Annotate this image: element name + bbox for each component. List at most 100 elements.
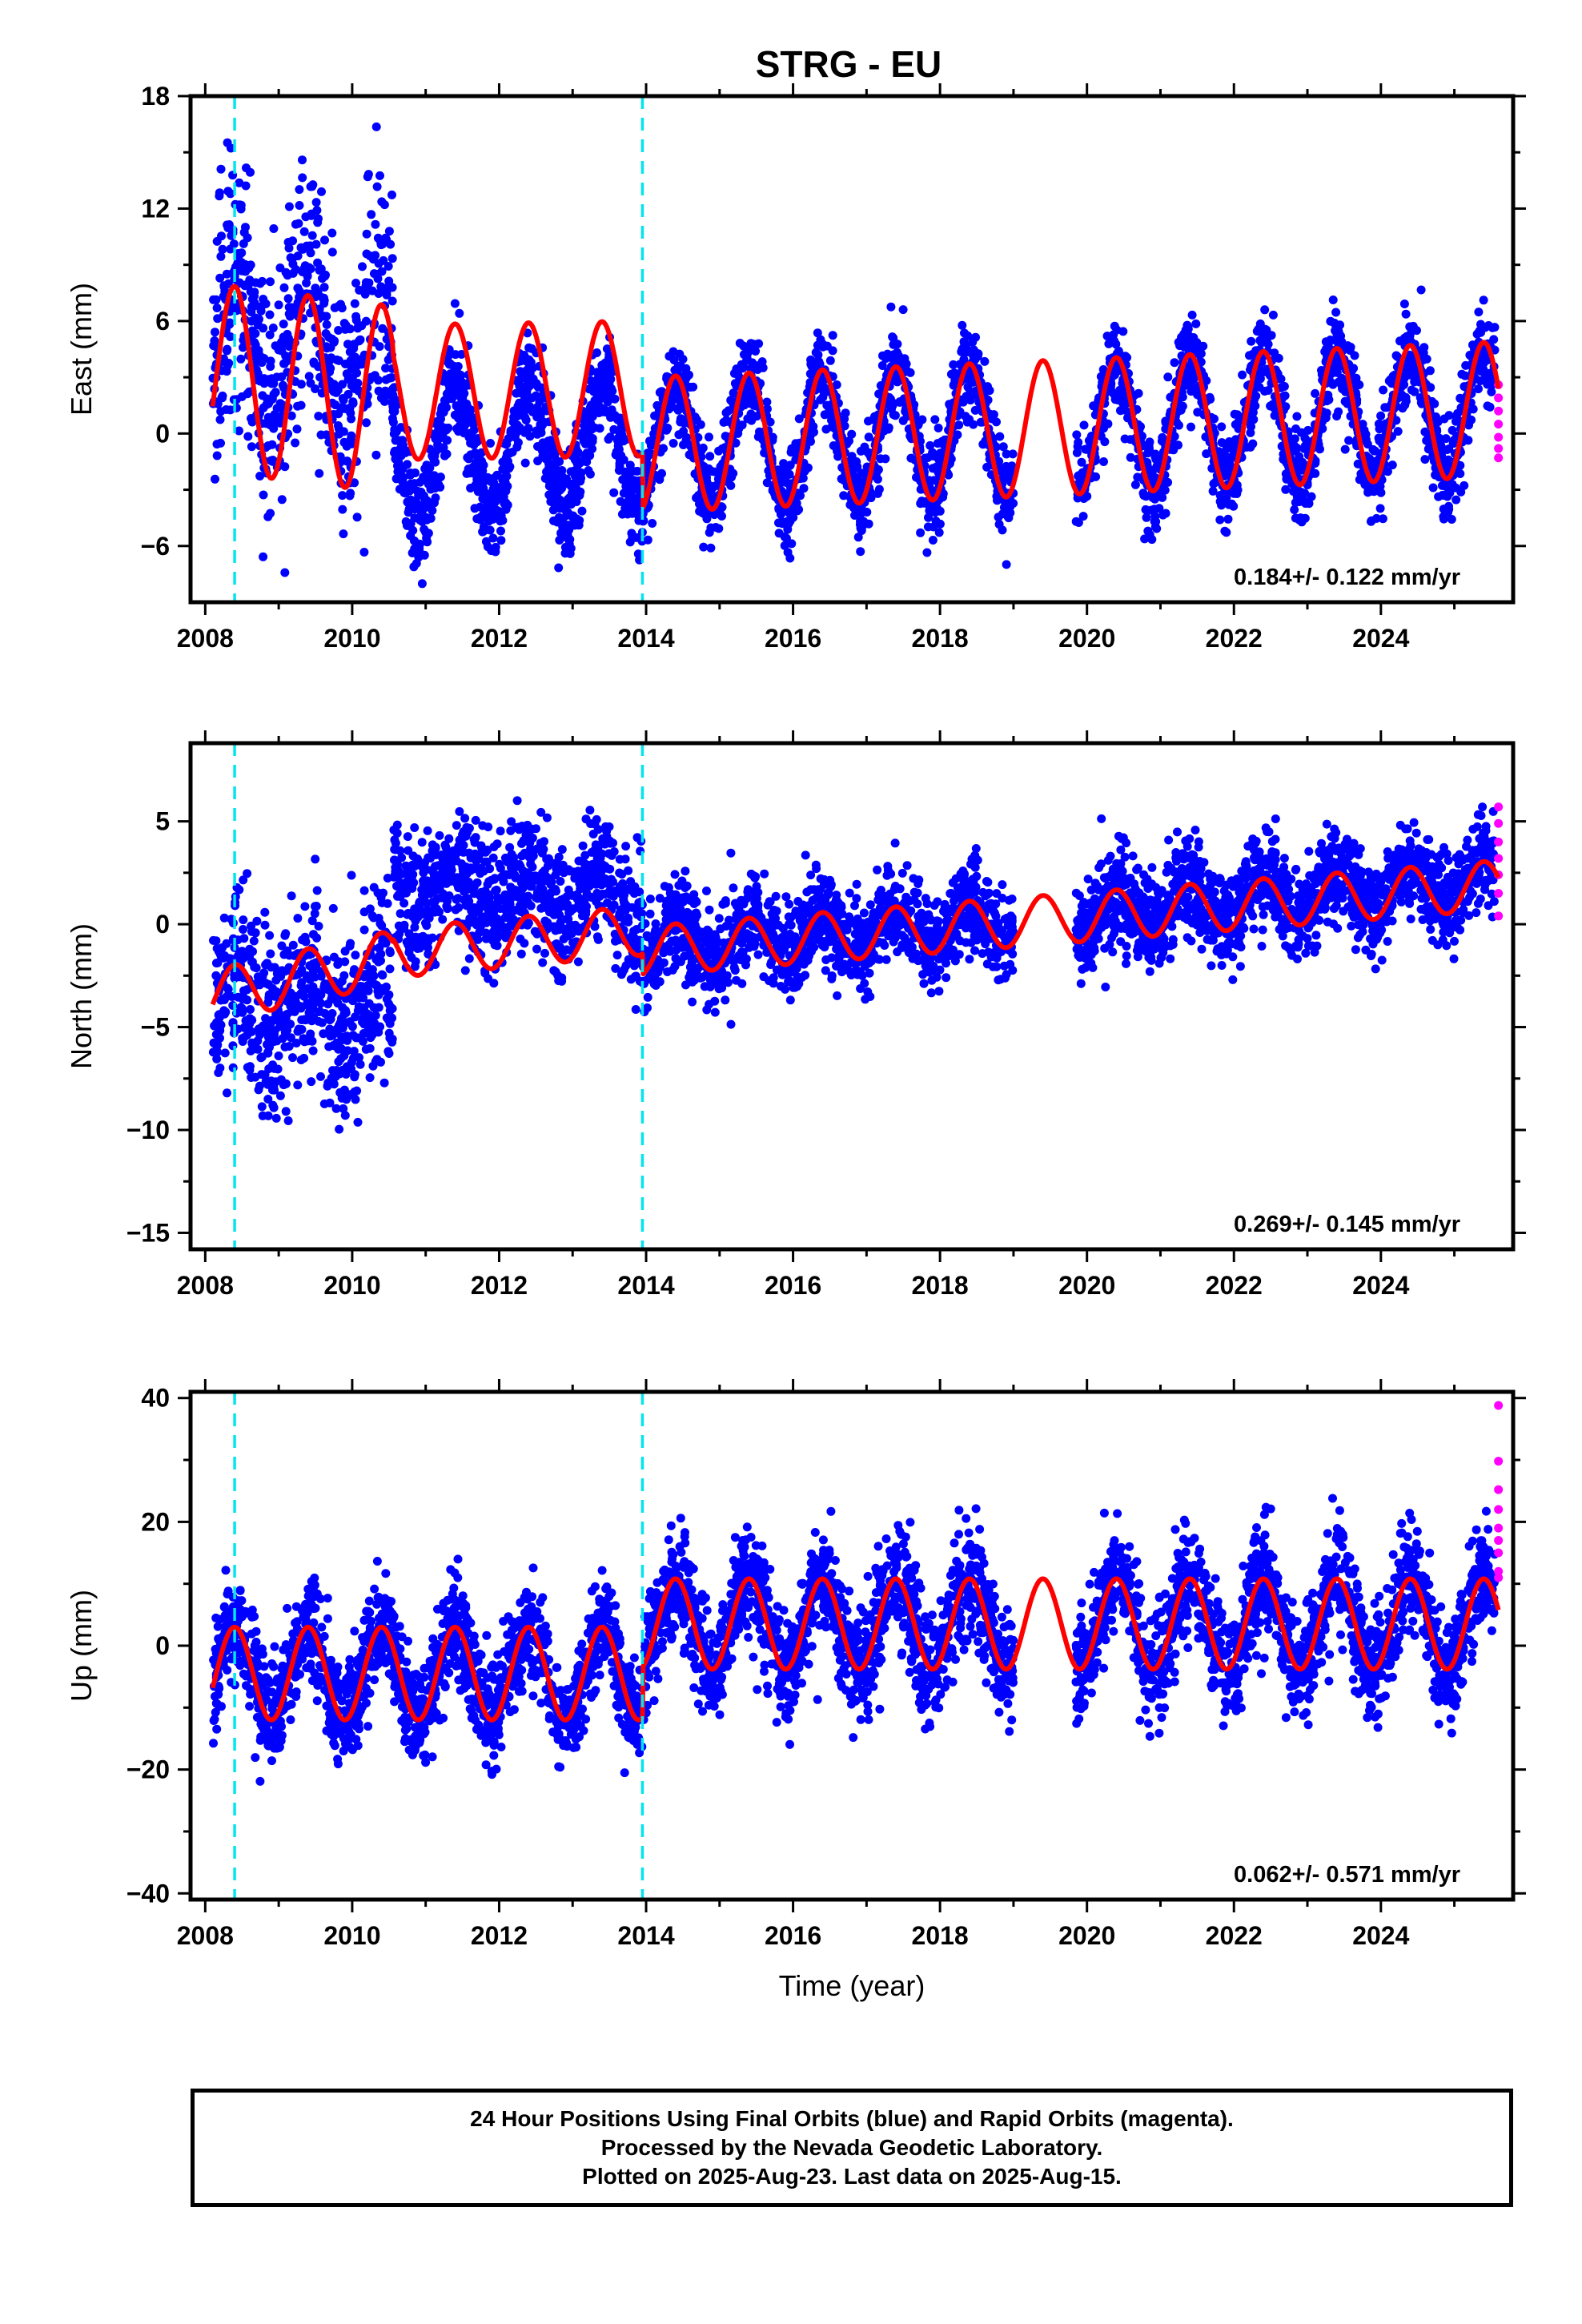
final-orbit-point	[483, 472, 492, 482]
final-orbit-point	[1489, 335, 1499, 344]
final-orbit-point	[857, 509, 866, 518]
final-orbit-point	[926, 440, 935, 450]
final-orbit-point	[259, 374, 269, 384]
final-orbit-point	[274, 300, 283, 310]
final-orbit-point	[404, 508, 413, 517]
final-orbit-point	[455, 308, 464, 318]
final-orbit-point	[922, 548, 932, 557]
final-orbit-point	[247, 442, 256, 452]
final-orbit-point	[426, 513, 436, 523]
final-orbit-point	[391, 427, 401, 436]
final-orbit-point	[781, 468, 790, 476]
final-orbit-point	[266, 356, 275, 366]
final-orbit-point	[1461, 360, 1471, 370]
final-orbit-point	[1298, 457, 1307, 467]
final-orbit-point	[330, 303, 339, 312]
final-orbit-point	[223, 279, 233, 288]
final-orbit-point	[860, 442, 869, 452]
final-orbit-point	[226, 189, 235, 199]
final-orbit-point	[632, 466, 642, 476]
final-orbit-point	[496, 517, 505, 526]
final-orbit-point	[250, 963, 259, 972]
final-orbit-point	[616, 429, 626, 439]
final-orbit-point	[358, 262, 367, 271]
final-orbit-point	[463, 412, 472, 422]
final-orbit-point	[410, 497, 420, 506]
final-orbit-point	[1444, 485, 1454, 494]
final-orbit-point	[962, 342, 971, 352]
final-orbit-point	[335, 1088, 345, 1097]
final-orbit-point	[893, 377, 902, 387]
final-orbit-point	[257, 1102, 267, 1112]
final-orbit-point	[456, 400, 464, 410]
final-orbit-point	[585, 451, 595, 460]
final-orbit-point	[374, 386, 383, 396]
final-orbit-point	[611, 450, 620, 460]
final-orbit-point	[379, 1078, 389, 1088]
final-orbit-point	[1074, 437, 1083, 447]
final-orbit-point	[319, 296, 329, 305]
final-orbit-point	[853, 533, 863, 542]
final-orbit-point	[609, 488, 619, 497]
final-orbit-point	[1431, 412, 1440, 421]
final-orbit-point	[253, 368, 263, 378]
final-orbit-point	[267, 1085, 277, 1095]
final-orbit-point	[920, 498, 930, 508]
final-orbit-point	[468, 463, 477, 472]
final-orbit-point	[373, 274, 383, 283]
final-orbit-point	[347, 439, 356, 448]
final-orbit-point	[963, 331, 973, 340]
final-orbit-point	[1387, 460, 1397, 470]
final-orbit-point	[284, 202, 294, 211]
final-orbit-point	[399, 472, 408, 482]
final-orbit-point	[673, 361, 683, 371]
final-orbit-point	[354, 993, 363, 1003]
final-orbit-point	[566, 481, 576, 491]
final-orbit-point	[295, 185, 304, 195]
final-orbit-point	[933, 465, 942, 475]
final-orbit-point	[1113, 396, 1122, 404]
final-orbit-point	[1398, 404, 1407, 413]
final-orbit-point	[291, 991, 301, 1001]
final-orbit-point	[350, 340, 359, 349]
final-orbit-point	[371, 219, 380, 229]
final-orbit-point	[678, 355, 688, 364]
final-orbit-point	[223, 138, 232, 147]
final-orbit-point	[822, 341, 832, 351]
final-orbit-point	[426, 480, 436, 490]
final-orbit-point	[486, 439, 495, 448]
final-orbit-point	[1234, 416, 1243, 426]
final-orbit-point	[359, 548, 369, 557]
final-orbit-point	[301, 937, 311, 947]
final-orbit-point	[958, 320, 967, 330]
final-orbit-point	[1295, 493, 1304, 503]
final-orbit-point	[847, 429, 857, 439]
final-orbit-point	[317, 187, 326, 196]
final-orbit-point	[1393, 427, 1403, 436]
final-orbit-point	[517, 352, 527, 362]
final-orbit-point	[555, 497, 564, 507]
final-orbit-point	[395, 485, 404, 494]
final-orbit-point	[1368, 444, 1378, 454]
final-orbit-point	[311, 239, 321, 249]
final-orbit-point	[585, 469, 595, 479]
final-orbit-point	[398, 464, 408, 474]
final-orbit-point	[856, 547, 865, 557]
rapid-orbit-point	[1494, 393, 1504, 403]
final-orbit-point	[1326, 336, 1335, 344]
final-orbit-point	[379, 200, 389, 210]
final-orbit-point	[1104, 339, 1114, 348]
final-orbit-point	[1072, 430, 1082, 440]
final-orbit-point	[958, 397, 968, 407]
final-orbit-point	[933, 439, 942, 448]
x-tick-label: 2020	[1058, 624, 1115, 653]
final-orbit-point	[970, 405, 980, 415]
final-orbit-point	[408, 480, 418, 490]
final-orbit-point	[1138, 489, 1148, 498]
final-orbit-point	[211, 936, 221, 946]
final-orbit-point	[354, 386, 363, 396]
final-orbit-point	[828, 331, 837, 340]
final-orbit-point	[633, 549, 643, 559]
final-orbit-point	[491, 547, 500, 557]
final-orbit-point	[1337, 373, 1347, 383]
